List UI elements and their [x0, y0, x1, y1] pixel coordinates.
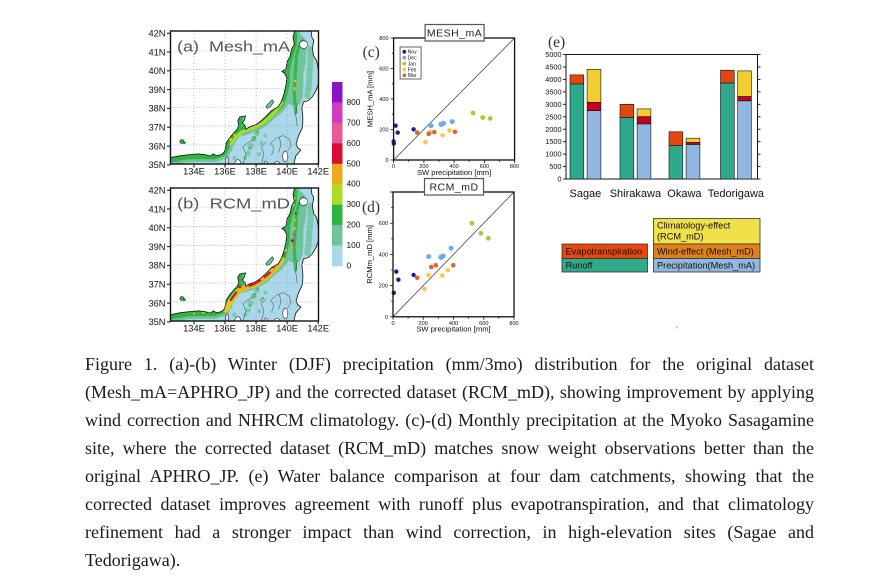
svg-text:Mar: Mar	[408, 73, 417, 79]
svg-text:200: 200	[379, 284, 388, 290]
svg-text:(RCM_mD): (RCM_mD)	[657, 232, 703, 242]
svg-text:600: 600	[347, 138, 361, 148]
svg-text:800: 800	[379, 36, 388, 42]
svg-text:35N: 35N	[148, 160, 165, 170]
svg-text:600: 600	[379, 221, 388, 227]
svg-text:0: 0	[557, 175, 561, 184]
svg-text:1500: 1500	[545, 137, 561, 146]
svg-text:134E: 134E	[183, 324, 205, 334]
svg-text:35N: 35N	[148, 317, 165, 327]
svg-text:800: 800	[510, 164, 519, 170]
svg-text:140E: 140E	[276, 167, 298, 177]
svg-text:142E: 142E	[307, 167, 329, 177]
svg-text:700: 700	[347, 117, 361, 127]
svg-text:Jan: Jan	[408, 61, 416, 67]
svg-text:134E: 134E	[183, 167, 205, 177]
svg-text:Dec: Dec	[408, 56, 417, 62]
svg-text:Nov: Nov	[408, 50, 417, 56]
svg-text:MESH_mA: MESH_mA	[427, 28, 482, 40]
svg-text:Feb: Feb	[408, 67, 417, 73]
svg-text:3000: 3000	[545, 100, 561, 109]
svg-text:2000: 2000	[545, 125, 561, 134]
svg-text:300: 300	[347, 199, 361, 209]
svg-text:Sagae: Sagae	[569, 188, 601, 200]
svg-text:40N: 40N	[148, 223, 165, 233]
svg-text:RCM_mD: RCM_mD	[429, 182, 478, 194]
svg-text:': '	[676, 325, 678, 335]
svg-text:(d): (d)	[362, 199, 380, 216]
svg-text:(a) Mesh_mA: (a) Mesh_mA	[177, 39, 290, 56]
svg-text:138E: 138E	[245, 324, 267, 334]
svg-text:41N: 41N	[148, 204, 165, 214]
svg-text:400: 400	[449, 321, 458, 327]
svg-text:600: 600	[479, 321, 488, 327]
svg-text:Runoff: Runoff	[566, 261, 593, 271]
svg-text:38N: 38N	[148, 104, 165, 114]
svg-text:138E: 138E	[245, 167, 267, 177]
svg-text:3500: 3500	[545, 88, 561, 97]
svg-text:4500: 4500	[545, 63, 561, 72]
svg-text:SW precipitation [mm]: SW precipitation [mm]	[417, 168, 491, 177]
svg-text:200: 200	[419, 321, 428, 327]
svg-text:200: 200	[379, 128, 388, 134]
svg-text:41N: 41N	[148, 47, 165, 57]
svg-text:400: 400	[379, 97, 388, 103]
svg-text:Tedorigawa: Tedorigawa	[708, 188, 765, 200]
svg-text:39N: 39N	[148, 85, 165, 95]
svg-text:0: 0	[385, 315, 388, 321]
svg-text:200: 200	[347, 220, 361, 230]
svg-text:500: 500	[347, 158, 361, 168]
svg-text:(b) RCM_mD: (b) RCM_mD	[177, 196, 290, 213]
svg-text:38N: 38N	[148, 261, 165, 271]
svg-text:36N: 36N	[148, 298, 165, 308]
svg-text:600: 600	[379, 67, 388, 73]
svg-text:140E: 140E	[276, 324, 298, 334]
svg-text:Climatology-effect: Climatology-effect	[657, 221, 731, 231]
svg-text:0: 0	[347, 261, 352, 271]
svg-text:400: 400	[379, 252, 388, 258]
svg-text:100: 100	[347, 240, 361, 250]
svg-text:40N: 40N	[148, 66, 165, 76]
svg-text:600: 600	[480, 164, 489, 170]
svg-text:800: 800	[347, 97, 361, 107]
svg-text:SW precipitation [mm]: SW precipitation [mm]	[416, 325, 490, 334]
svg-text:0: 0	[392, 164, 395, 170]
svg-text:Shirakawa: Shirakawa	[610, 188, 662, 200]
svg-text:2500: 2500	[545, 112, 561, 121]
svg-text:Evapotranspiration: Evapotranspiration	[566, 247, 643, 257]
svg-text:RCMm_mD [mm]: RCMm_mD [mm]	[365, 225, 374, 284]
svg-text:142E: 142E	[307, 324, 329, 334]
svg-text:42N: 42N	[148, 186, 165, 196]
svg-text:1000: 1000	[545, 150, 561, 159]
svg-text:400: 400	[347, 179, 361, 189]
svg-text:Precipitation(Mesh_mA): Precipitation(Mesh_mA)	[657, 261, 755, 271]
svg-text:136E: 136E	[214, 167, 236, 177]
svg-text:136E: 136E	[214, 324, 236, 334]
svg-text:37N: 37N	[148, 123, 165, 133]
svg-text:(e): (e)	[548, 34, 565, 51]
svg-text:36N: 36N	[148, 141, 165, 151]
svg-text:(c): (c)	[363, 44, 380, 61]
svg-text:42N: 42N	[148, 29, 165, 39]
svg-text:39N: 39N	[148, 242, 165, 252]
svg-text:0: 0	[385, 158, 388, 164]
svg-text:37N: 37N	[148, 280, 165, 290]
svg-text:800: 800	[509, 321, 518, 327]
svg-text:Wind-effect (Mesh_mD): Wind-effect (Mesh_mD)	[657, 247, 754, 257]
svg-text:200: 200	[419, 164, 428, 170]
svg-text:4000: 4000	[545, 75, 561, 84]
svg-text:400: 400	[449, 164, 458, 170]
svg-text:0: 0	[391, 321, 394, 327]
svg-text:5000: 5000	[545, 50, 561, 59]
svg-text:500: 500	[549, 162, 561, 171]
svg-text:MESH_mA [mm]: MESH_mA [mm]	[366, 71, 375, 127]
svg-text:Okawa: Okawa	[667, 188, 702, 200]
